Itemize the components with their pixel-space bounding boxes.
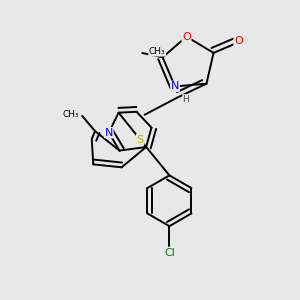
Text: N: N [171,81,179,92]
Text: O: O [182,32,191,42]
Text: CH₃: CH₃ [63,110,79,119]
Text: CH₃: CH₃ [149,47,166,56]
Text: S: S [136,134,144,145]
Text: N: N [105,128,113,138]
Text: H: H [183,95,189,104]
Text: O: O [234,37,243,46]
Text: Cl: Cl [164,248,175,258]
